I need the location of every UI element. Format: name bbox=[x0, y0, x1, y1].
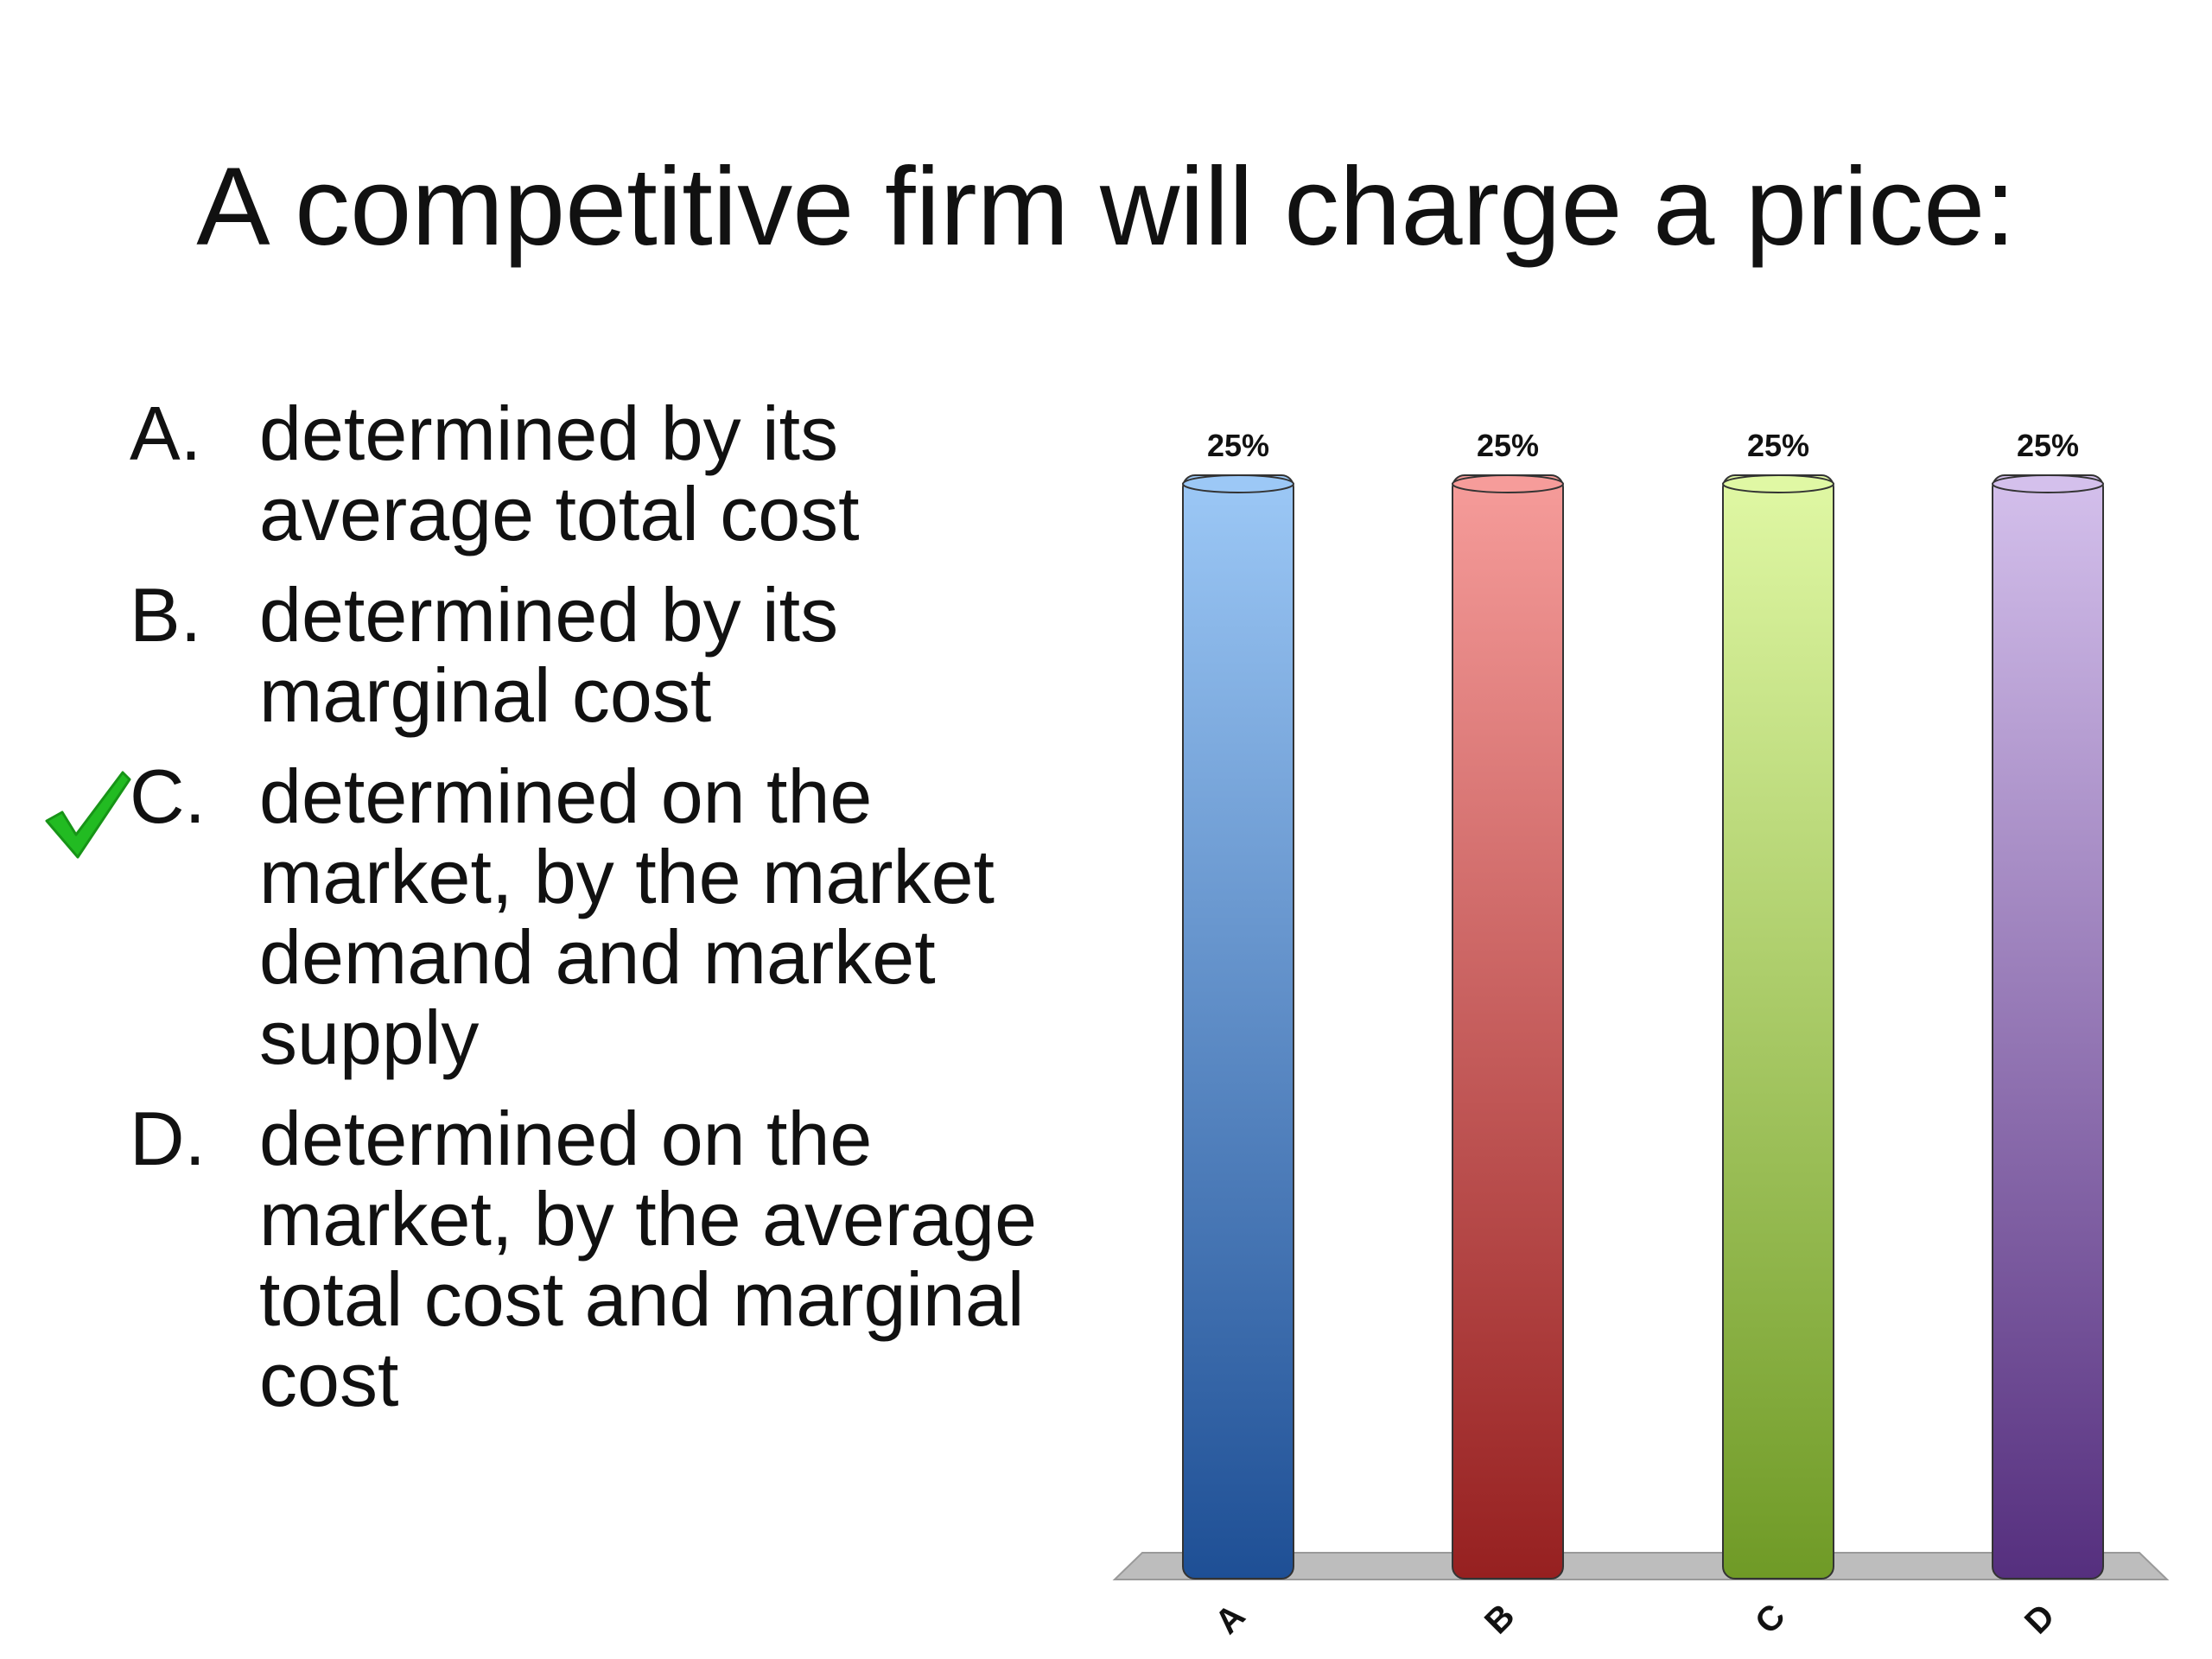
category-label-d: D bbox=[2018, 1597, 2063, 1642]
option-d-letter: D. bbox=[130, 1096, 206, 1181]
category-label-c: C bbox=[1748, 1597, 1793, 1642]
option-b: B. determined by its marginal cost bbox=[130, 575, 1080, 735]
option-c-letter: C. bbox=[130, 753, 206, 839]
bar-d bbox=[1992, 474, 2104, 1580]
option-b-letter: B. bbox=[130, 572, 202, 658]
bar-value-label: 25% bbox=[2017, 428, 2079, 463]
option-a: A. determined by its average total cost bbox=[130, 393, 1080, 554]
bar-cap-a bbox=[1182, 474, 1294, 493]
option-d: D. determined on the market, by the aver… bbox=[130, 1098, 1080, 1420]
category-label-a: A bbox=[1208, 1597, 1253, 1642]
option-c: C. determined on the market, by the mark… bbox=[130, 756, 1080, 1077]
bars-layer: 25% A 25% B 25% C 25% D bbox=[1182, 428, 2104, 1642]
bar-c bbox=[1722, 474, 1834, 1580]
option-a-letter: A. bbox=[130, 391, 202, 476]
bar-cap-d bbox=[1992, 474, 2104, 493]
slide-title: A competitive firm will charge a price: bbox=[196, 145, 2016, 269]
bar-value-label: 25% bbox=[1207, 428, 1269, 463]
checkmark-icon bbox=[45, 771, 131, 859]
bar-b bbox=[1452, 474, 1564, 1580]
option-d-text: determined on the market, by the average… bbox=[259, 1096, 1038, 1422]
bar-cap-c bbox=[1722, 474, 1834, 493]
option-a-text: determined by its average total cost bbox=[259, 391, 860, 556]
option-b-text: determined by its marginal cost bbox=[259, 572, 839, 738]
bar-cap-b bbox=[1452, 474, 1564, 493]
answer-options: A. determined by its average total cost … bbox=[130, 393, 1080, 1440]
category-label-b: B bbox=[1478, 1597, 1522, 1642]
bar-a bbox=[1182, 474, 1294, 1580]
bar-value-label: 25% bbox=[1477, 428, 1539, 463]
bar-value-label: 25% bbox=[1747, 428, 1809, 463]
option-c-text: determined on the market, by the market … bbox=[259, 753, 995, 1080]
